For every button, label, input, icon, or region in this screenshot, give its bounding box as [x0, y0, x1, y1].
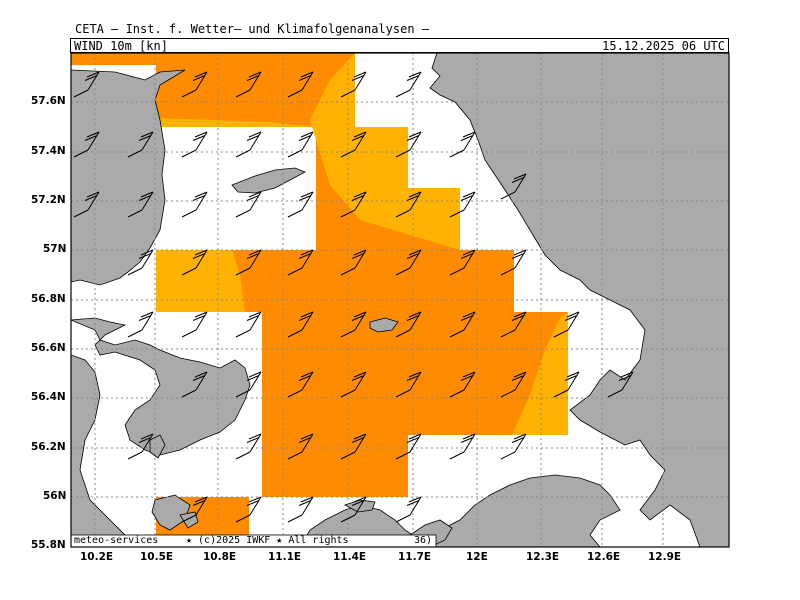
lat-tick: 56.6N [31, 342, 66, 354]
credit-left: meteo-services [74, 535, 159, 546]
lon-tick: 10.2E [80, 551, 114, 563]
credit-strip [71, 534, 437, 547]
lat-tick: 57.4N [31, 145, 66, 157]
lon-tick: 10.8E [203, 551, 237, 563]
lon-tick: 11.1E [268, 551, 302, 563]
lat-tick: 56.2N [31, 441, 66, 453]
graticule [71, 53, 729, 547]
lat-tick: 57.6N [31, 95, 66, 107]
lon-tick: 11.4E [333, 551, 367, 563]
lon-tick: 12E [466, 551, 488, 563]
map-frame [70, 52, 730, 548]
lon-tick: 10.5E [140, 551, 174, 563]
lat-tick: 57.2N [31, 194, 66, 206]
valid-datetime: 15.12.2025 06 UTC [602, 39, 725, 53]
lat-tick: 57N [43, 243, 67, 255]
lat-tick: 56.8N [31, 293, 66, 305]
lon-tick: 12.9E [648, 551, 682, 563]
lat-tick: 56.4N [31, 391, 66, 403]
lat-tick: 55.8N [31, 539, 66, 551]
land [71, 53, 729, 547]
credit-main: ★ (c)2025 IWKF ★ All rights [186, 535, 349, 546]
lat-tick: 56N [43, 490, 67, 502]
credit-tail: 36) [414, 535, 433, 546]
lon-tick: 12.3E [526, 551, 560, 563]
lon-tick: 11.7E [398, 551, 432, 563]
lon-tick: 12.6E [587, 551, 621, 563]
institute-title: CETA – Inst. f. Wetter– und Klimafolgena… [75, 22, 430, 36]
product-label: WIND 10m [kn] [74, 39, 168, 53]
